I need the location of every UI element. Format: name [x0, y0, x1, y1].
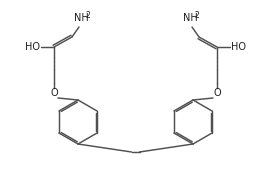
- Text: HO: HO: [25, 42, 40, 52]
- Text: NH: NH: [183, 13, 197, 23]
- Text: HO: HO: [231, 42, 246, 52]
- Text: O: O: [213, 88, 221, 98]
- Text: O: O: [50, 88, 58, 98]
- Text: 2: 2: [86, 10, 90, 20]
- Text: 2: 2: [195, 10, 199, 20]
- Text: NH: NH: [74, 13, 88, 23]
